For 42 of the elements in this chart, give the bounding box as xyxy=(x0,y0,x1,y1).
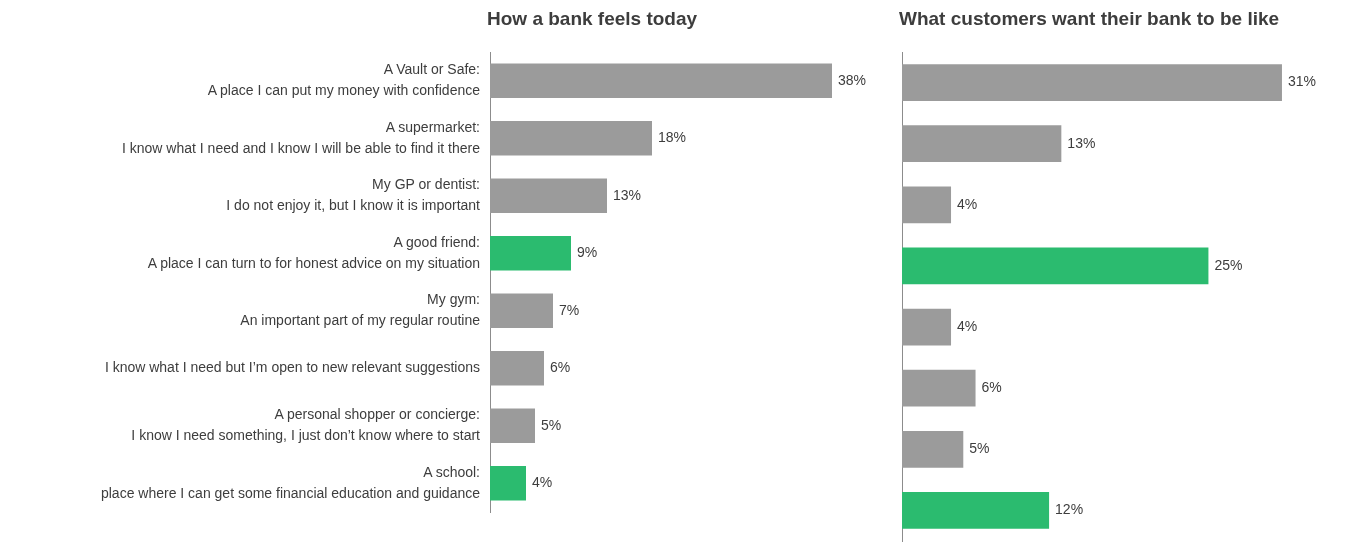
bar xyxy=(490,63,832,98)
data-label: 6% xyxy=(550,359,571,376)
bar xyxy=(490,236,571,271)
y-tick-label: A supermarket: I know what I need and I know I will be able to find it there xyxy=(122,118,481,156)
chart-title: How a bank feels today xyxy=(487,8,698,30)
data-label: 4% xyxy=(532,474,553,491)
bar xyxy=(902,369,976,407)
y-tick-label: A school: place where I can get some financial education and guidance xyxy=(100,463,481,501)
data-label: 13% xyxy=(613,186,642,203)
bar xyxy=(902,125,1062,163)
y-tick-label: My gym: An important part of my regular routine xyxy=(240,291,481,329)
data-label: 18% xyxy=(658,129,687,146)
data-label: 13% xyxy=(1067,134,1096,151)
bar xyxy=(902,308,952,346)
data-label: 9% xyxy=(577,244,598,261)
bar xyxy=(902,247,1209,285)
bar xyxy=(490,351,544,386)
data-label: 4% xyxy=(957,317,978,334)
data-label: 5% xyxy=(969,440,990,457)
data-label: 4% xyxy=(957,195,978,212)
y-tick-label: I know what I need but I’m open to new relevant suggestions xyxy=(104,359,480,376)
bar xyxy=(902,64,1282,101)
bar xyxy=(490,466,526,501)
y-tick-label: My GP or dentist: I do not enjoy it, but I know it is important xyxy=(226,176,481,214)
y-tick-label: A personal shopper or concierge: I know I need something, I just don’t know where to start xyxy=(131,406,481,444)
bar xyxy=(902,492,1050,529)
data-label: 7% xyxy=(559,301,580,318)
data-label: 25% xyxy=(1214,256,1243,273)
bar xyxy=(490,121,652,156)
bar xyxy=(490,408,535,443)
data-label: 38% xyxy=(838,71,867,88)
data-label: 12% xyxy=(1055,501,1084,518)
chart-title: What customers want their bank to be like xyxy=(899,8,1280,30)
bar xyxy=(490,293,553,328)
y-tick-label: A good friend: A place I can turn to for honest advice on my situation xyxy=(147,233,480,271)
bar xyxy=(902,430,964,468)
bar xyxy=(490,178,607,213)
data-label: 5% xyxy=(541,416,562,433)
data-label: 31% xyxy=(1287,73,1316,90)
y-tick-label: A Vault or Safe: A place I can put my money with confidence xyxy=(207,61,481,99)
bar xyxy=(902,186,952,224)
data-label: 6% xyxy=(981,379,1002,396)
